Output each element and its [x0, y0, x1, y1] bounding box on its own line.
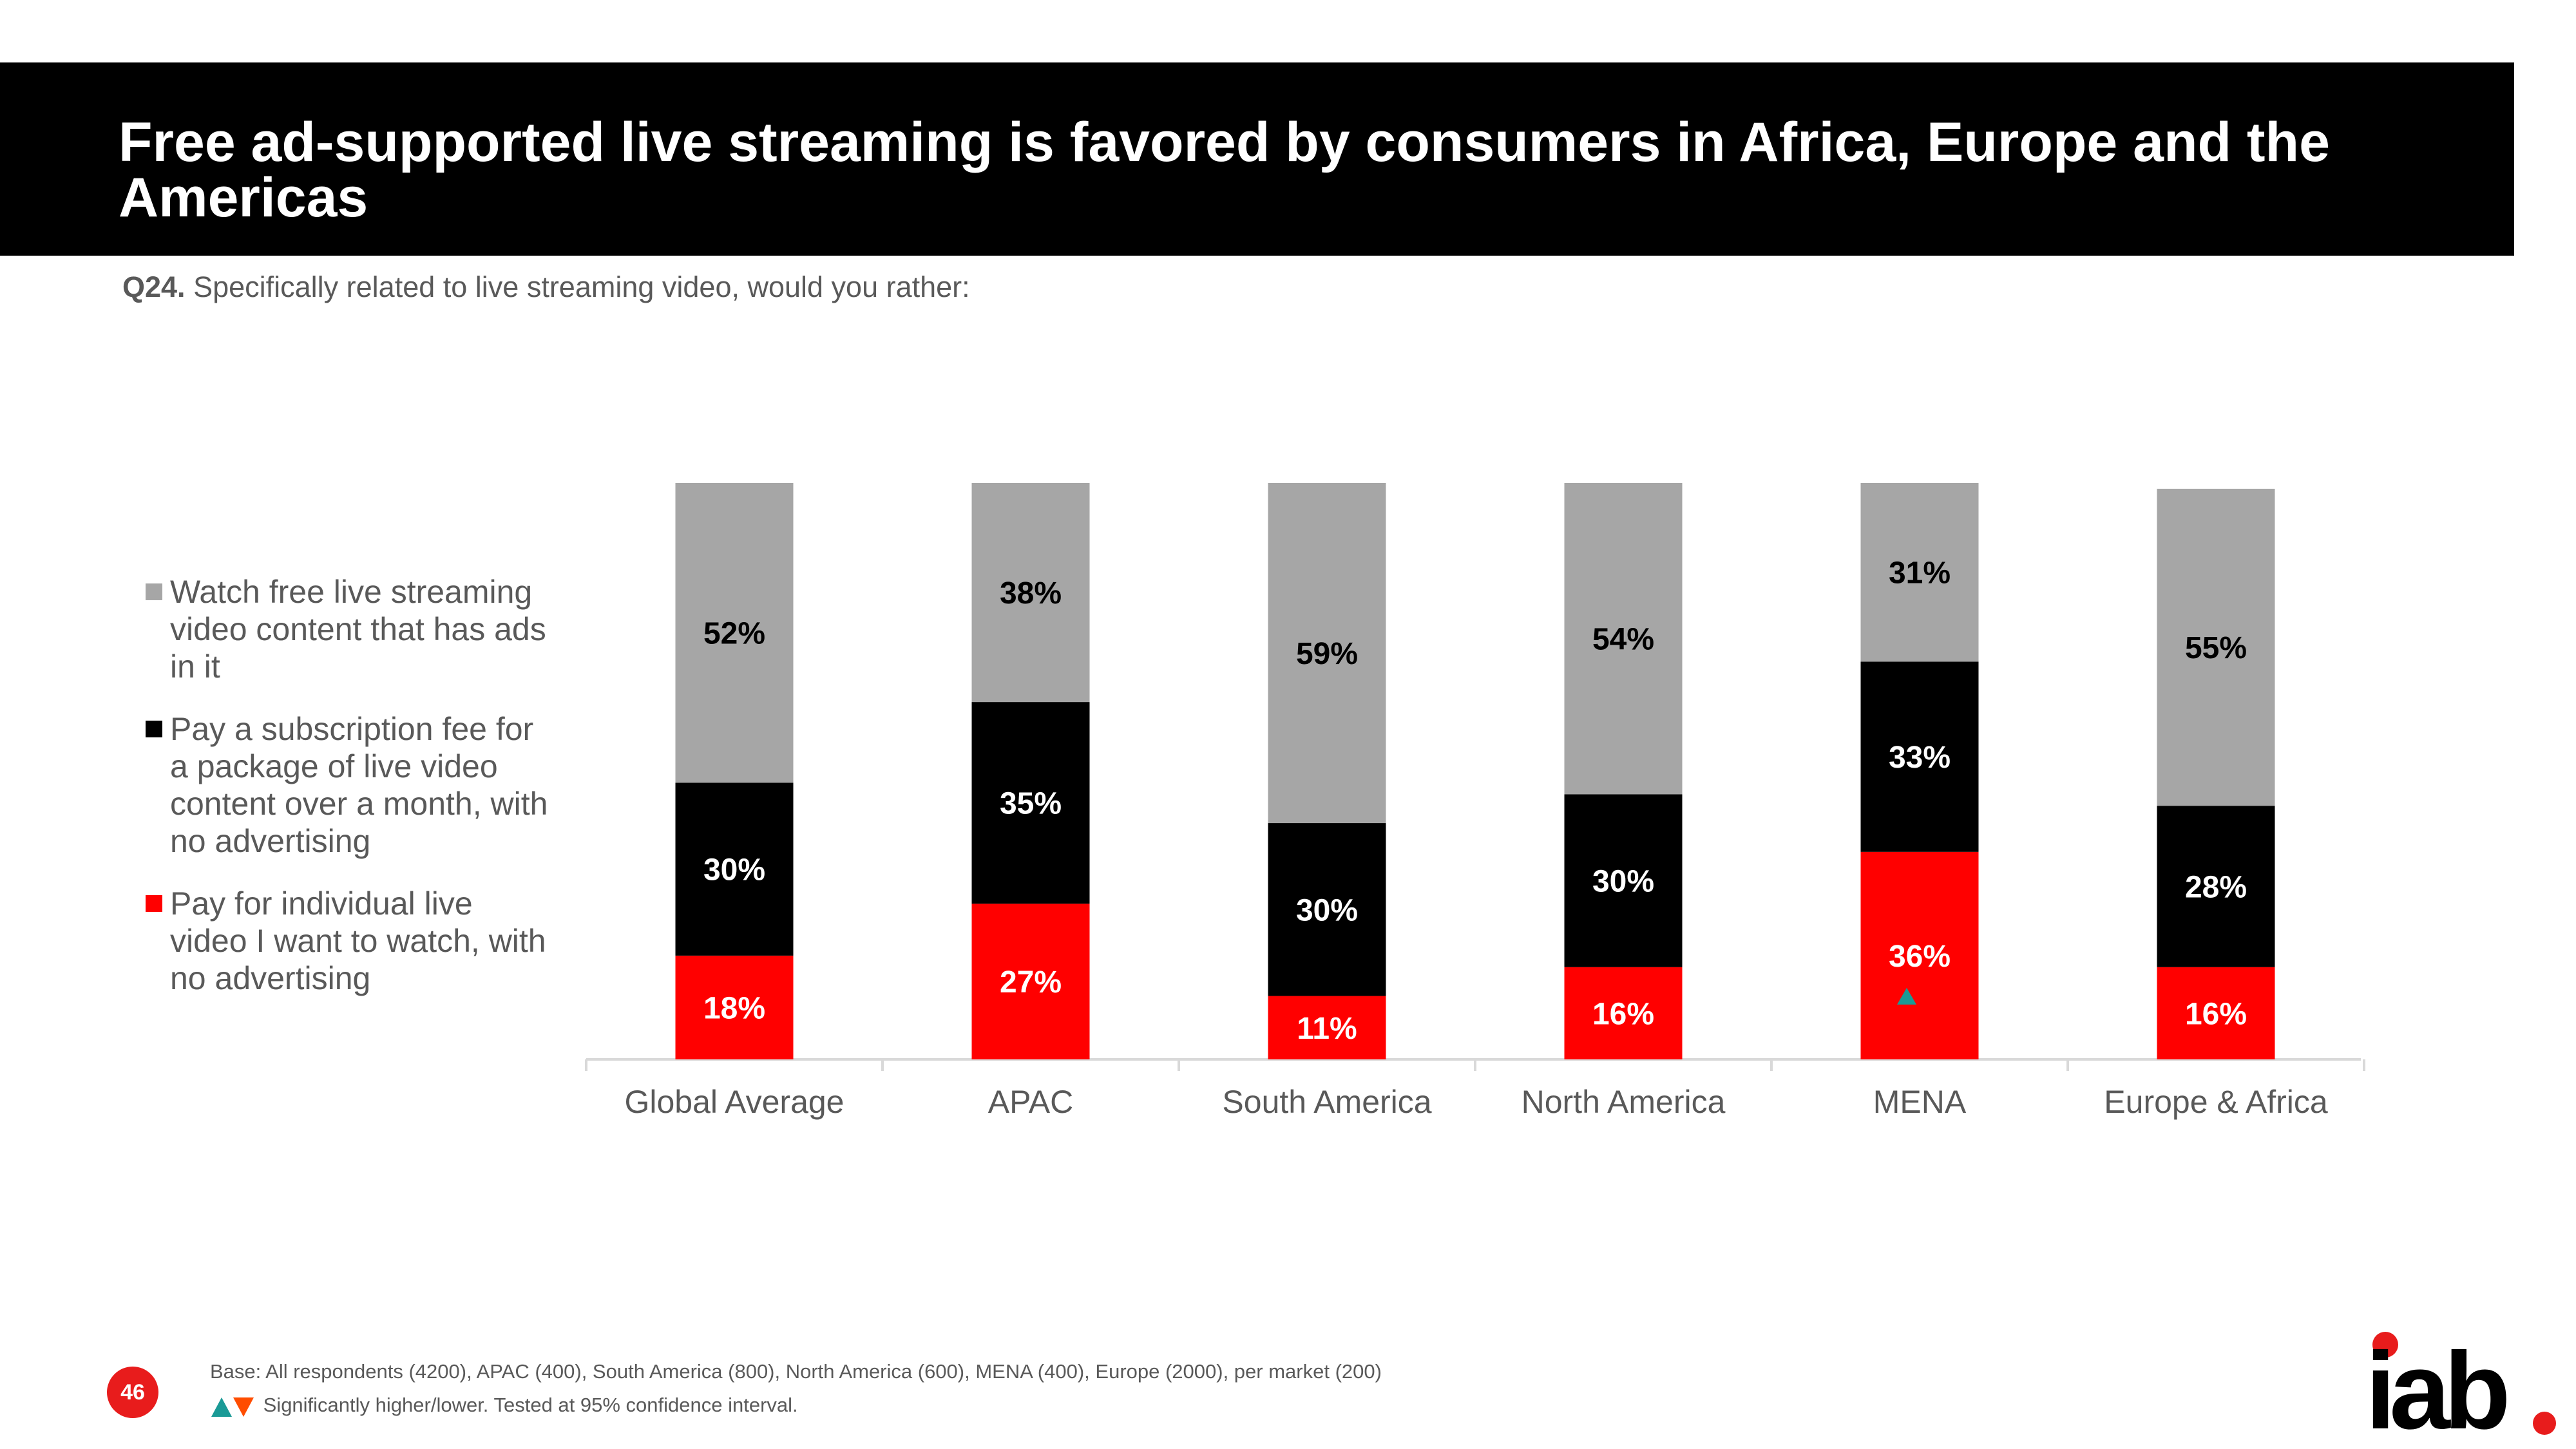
data-label: 55%	[2185, 631, 2247, 665]
x-tick-label: MENA	[1873, 1084, 1967, 1120]
significance-note-text: Significantly higher/lower. Tested at 95…	[263, 1394, 798, 1416]
bar-global-average-pay-per-view	[675, 955, 794, 1059]
question-text: Specifically related to live streaming v…	[193, 270, 970, 303]
legend-item-free-ads: Watch free live streaming video content …	[146, 573, 558, 685]
legend: Watch free live streaming video content …	[146, 573, 558, 997]
data-label: 16%	[1592, 997, 1654, 1031]
data-label: 28%	[2185, 871, 2247, 905]
legend-label-free-ads: Watch free live streaming video content …	[170, 574, 546, 685]
data-label: 35%	[1000, 787, 1062, 821]
data-label: 30%	[703, 853, 765, 887]
logo-text: iab	[2365, 1330, 2506, 1443]
bar-north-america-free-ads	[1564, 483, 1683, 795]
bar-global-average-subscription	[675, 782, 794, 956]
question-label: Q24.	[122, 270, 186, 303]
logo-dot-top-icon	[2372, 1332, 2398, 1358]
data-label: 54%	[1592, 623, 1654, 657]
legend-swatch-pay-per-view	[146, 895, 162, 912]
logo-dot-end-icon	[2533, 1412, 2556, 1435]
bar-europe-africa-pay-per-view	[2157, 967, 2275, 1059]
bar-europe-africa-subscription	[2157, 806, 2275, 967]
bar-apac-pay-per-view	[971, 904, 1090, 1059]
footer-base-note: Base: All respondents (4200), APAC (400)…	[210, 1360, 1382, 1383]
data-label: 30%	[1592, 865, 1654, 899]
data-label: 33%	[1889, 741, 1951, 775]
bar-north-america-pay-per-view	[1564, 967, 1683, 1059]
significance-arrows-icon	[211, 1397, 254, 1417]
data-label: 11%	[1297, 1012, 1357, 1046]
bar-mena-subscription	[1860, 661, 1979, 852]
question: Q24. Specifically related to live stream…	[122, 270, 970, 304]
bar-mena-free-ads	[1860, 483, 1979, 662]
legend-label-pay-per-view: Pay for individual live video I want to …	[170, 886, 546, 996]
legend-swatch-free-ads	[146, 583, 162, 600]
significance-higher-icon	[1897, 987, 1916, 1005]
legend-label-subscription: Pay a subscription fee for a package of …	[170, 711, 548, 859]
bar-south-america-subscription	[1268, 823, 1386, 996]
x-tick-label: South America	[1222, 1084, 1431, 1120]
data-label: 52%	[703, 617, 765, 651]
data-label: 16%	[2185, 997, 2247, 1031]
data-label: 31%	[1889, 556, 1951, 591]
bar-global-average-free-ads	[675, 483, 794, 783]
legend-item-subscription: Pay a subscription fee for a package of …	[146, 710, 558, 860]
bar-apac-free-ads	[971, 483, 1090, 703]
data-label: 36%	[1889, 940, 1951, 974]
footer-significance-note: Significantly higher/lower. Tested at 95…	[210, 1394, 798, 1418]
legend-swatch-subscription	[146, 721, 162, 737]
down-triangle-icon	[233, 1397, 254, 1417]
bar-europe-africa-free-ads	[2157, 488, 2275, 806]
data-label: 59%	[1296, 637, 1358, 671]
bar-north-america-subscription	[1564, 794, 1683, 967]
page-number-badge: 46	[107, 1367, 158, 1418]
data-label: 18%	[703, 991, 765, 1025]
data-label: 27%	[1000, 965, 1062, 999]
x-tick-label: North America	[1522, 1084, 1726, 1120]
up-triangle-icon	[211, 1397, 232, 1417]
x-tick-label: Global Average	[625, 1084, 844, 1120]
title-bar	[0, 62, 2514, 256]
bar-south-america-free-ads	[1268, 483, 1386, 824]
data-label: 38%	[1000, 576, 1062, 611]
x-tick-label: Europe & Africa	[2104, 1084, 2328, 1120]
iab-logo: iab	[2365, 1330, 2556, 1443]
bar-south-america-pay-per-view	[1268, 996, 1386, 1059]
data-label: 30%	[1296, 893, 1358, 927]
page-title: Free ad-supported live streaming is favo…	[119, 111, 2330, 229]
bar-apac-subscription	[971, 702, 1090, 904]
x-tick-label: APAC	[988, 1084, 1073, 1120]
bar-mena-pay-per-view	[1860, 851, 1979, 1059]
legend-item-pay-per-view: Pay for individual live video I want to …	[146, 885, 558, 997]
